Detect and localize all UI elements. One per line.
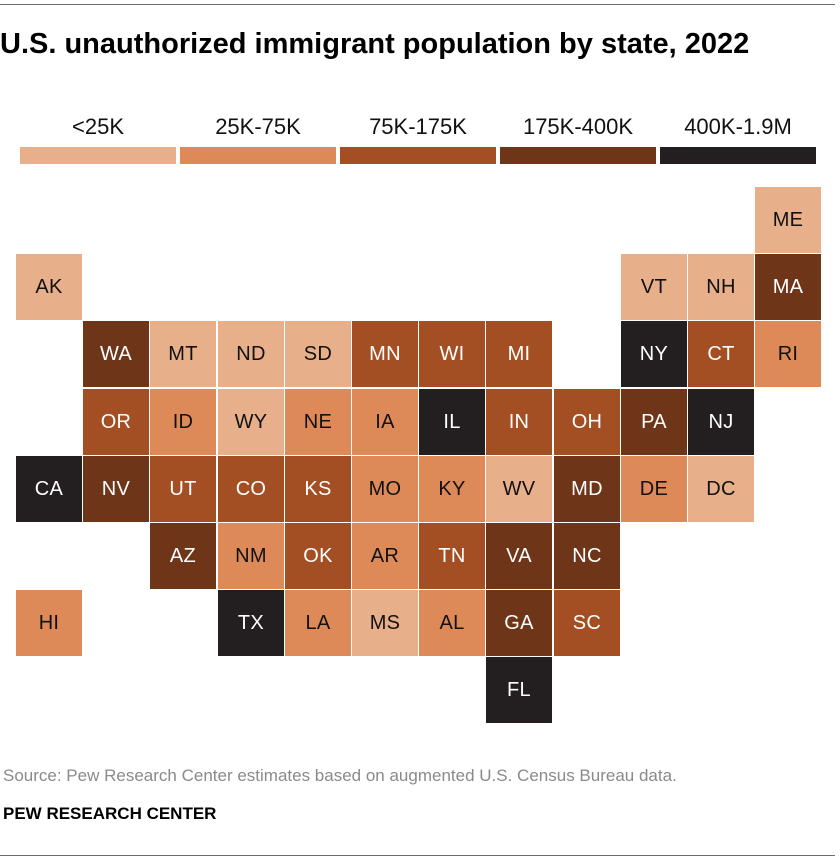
organization-credit: PEW RESEARCH CENTER — [3, 804, 217, 823]
state-tile-hi: HI — [16, 590, 82, 656]
state-tile-ri: RI — [755, 321, 821, 387]
state-tile-sc: SC — [554, 590, 620, 656]
state-tile-ct: CT — [688, 321, 754, 387]
legend-label: 400K-1.9M — [684, 114, 792, 139]
state-tile-nm: NM — [218, 523, 284, 589]
state-tile-mt: MT — [150, 321, 216, 387]
state-tile-wy: WY — [218, 389, 284, 455]
state-tile-in: IN — [486, 389, 552, 455]
state-tile-la: LA — [285, 590, 351, 656]
state-tile-me: ME — [755, 187, 821, 253]
legend-label: <25K — [72, 114, 124, 139]
legend-label: 25K-75K — [215, 114, 301, 139]
state-tile-va: VA — [486, 523, 552, 589]
state-tile-md: MD — [554, 456, 620, 522]
state-tile-map: ME AK VT NH MA WA MT ND SD MN WI MI NY CT RI OR ID WY NE IA… — [16, 187, 821, 723]
state-tile-wi: WI — [419, 321, 485, 387]
state-tile-sd: SD — [285, 321, 351, 387]
state-tile-nj: NJ — [688, 389, 754, 455]
state-tile-ms: MS — [352, 590, 418, 656]
state-tile-tx: TX — [218, 590, 284, 656]
legend-item-1: <25K — [20, 110, 176, 166]
legend-swatch — [340, 147, 496, 164]
legend-label: 75K-175K — [369, 114, 467, 139]
state-tile-pa: PA — [621, 389, 687, 455]
state-tile-nv: NV — [83, 456, 149, 522]
state-tile-ut: UT — [150, 456, 216, 522]
state-tile-al: AL — [419, 590, 485, 656]
bottom-rule — [0, 855, 835, 856]
state-tile-mn: MN — [352, 321, 418, 387]
state-tile-ky: KY — [419, 456, 485, 522]
top-rule — [0, 4, 835, 5]
state-tile-dc: DC — [688, 456, 754, 522]
state-tile-nd: ND — [218, 321, 284, 387]
state-tile-ga: GA — [486, 590, 552, 656]
state-tile-oh: OH — [554, 389, 620, 455]
state-tile-il: IL — [419, 389, 485, 455]
state-tile-tn: TN — [419, 523, 485, 589]
state-tile-ak: AK — [16, 254, 82, 320]
state-tile-ks: KS — [285, 456, 351, 522]
color-legend: <25K 25K-75K 75K-175K 175K-400K 400K-1.9M — [0, 110, 840, 170]
legend-swatch — [660, 147, 816, 164]
state-tile-ny: NY — [621, 321, 687, 387]
state-tile-nh: NH — [688, 254, 754, 320]
state-tile-ar: AR — [352, 523, 418, 589]
state-tile-co: CO — [218, 456, 284, 522]
legend-item-2: 25K-75K — [180, 110, 336, 166]
state-tile-wa: WA — [83, 321, 149, 387]
state-tile-id: ID — [150, 389, 216, 455]
state-tile-ok: OK — [285, 523, 351, 589]
legend-swatch — [500, 147, 656, 164]
legend-swatch — [180, 147, 336, 164]
legend-item-4: 175K-400K — [500, 110, 656, 166]
state-tile-de: DE — [621, 456, 687, 522]
legend-item-5: 400K-1.9M — [660, 110, 816, 166]
legend-label: 175K-400K — [522, 114, 634, 139]
state-tile-fl: FL — [486, 657, 552, 723]
state-tile-mi: MI — [486, 321, 552, 387]
legend-item-3: 75K-175K — [340, 110, 496, 166]
chart-title: U.S. unauthorized immigrant population b… — [0, 28, 750, 60]
state-tile-or: OR — [83, 389, 149, 455]
legend-swatch — [20, 147, 176, 164]
state-tile-az: AZ — [150, 523, 216, 589]
state-tile-ia: IA — [352, 389, 418, 455]
state-tile-vt: VT — [621, 254, 687, 320]
state-tile-nc: NC — [554, 523, 620, 589]
state-tile-ne: NE — [285, 389, 351, 455]
state-tile-ma: MA — [755, 254, 821, 320]
state-tile-wv: WV — [486, 456, 552, 522]
state-tile-mo: MO — [352, 456, 418, 522]
state-tile-ca: CA — [16, 456, 82, 522]
source-note: Source: Pew Research Center estimates ba… — [3, 766, 677, 785]
